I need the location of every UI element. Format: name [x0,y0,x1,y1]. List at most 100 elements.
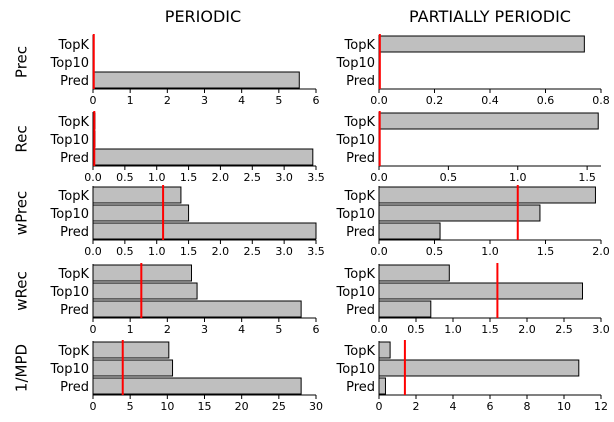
bar-top10 [378,204,541,222]
x-tick-label: 20 [235,400,249,413]
x-tick-label: 1.5 [481,323,499,336]
x-tick-label: 2.5 [244,171,262,184]
row-label-wrec: wRec [13,271,31,311]
x-tick-label: 3.0 [275,245,293,258]
category-label-top10: Top10 [50,362,89,377]
row-label-rec: Rec [13,125,31,152]
x-tick-label: 5 [275,323,282,336]
category-label-pred: Pred [60,74,89,89]
x-tick-label: 0.5 [440,171,458,184]
panel-wprec-partially-periodic: TopK Top10 Pred 0.0 0.5 1.0 1.5 2.0 [336,185,610,258]
x-tick-label: 1.5 [537,245,555,258]
x-tick-label: 3.0 [592,323,610,336]
category-label-pred: Pred [346,225,375,240]
x-tick-label: 2.0 [212,171,230,184]
x-tick-label: 12 [594,400,608,413]
column-title-partially-periodic: PARTIALLY PERIODIC [409,7,571,26]
x-tick-label: 2 [164,323,171,336]
x-tick-label: 0.0 [84,171,102,184]
bar-topk [378,186,596,204]
x-tick-label: 0.0 [370,94,388,107]
x-tick-label: 2.0 [518,323,536,336]
category-label-top10: Top10 [336,362,375,377]
x-tick-label: 10 [160,400,174,413]
category-label-top10: Top10 [336,207,375,222]
category-label-pred: Pred [60,303,89,318]
x-tick-label: 10 [557,400,571,413]
x-tick-label: 2.0 [592,245,610,258]
x-tick-label: 3 [201,323,208,336]
x-tick-label: 2.5 [244,245,262,258]
x-tick-label: 0.5 [407,323,425,336]
bar-pred [378,300,432,318]
category-label-pred: Pred [346,74,375,89]
x-tick-label: 15 [198,400,212,413]
x-tick-label: 1.0 [148,245,166,258]
x-tick-label: 0.0 [370,171,388,184]
row-label-wprec: wPrec [13,191,31,235]
row-label-1-mpd: 1/MPD [13,344,31,392]
x-tick-label: 1 [127,94,134,107]
x-tick-label: 0.4 [481,94,499,107]
x-tick-label: 0 [376,400,383,413]
category-label-topk: TopK [58,115,90,130]
x-tick-label: 1.5 [180,171,198,184]
x-tick-label: 2.5 [555,323,573,336]
x-tick-label: 1.0 [481,245,499,258]
x-tick-label: 0.0 [370,245,388,258]
x-tick-label: 3.0 [275,171,293,184]
x-tick-label: 30 [309,400,323,413]
bar-topk [378,264,450,282]
x-tick-label: 4 [238,323,245,336]
bar-top10 [92,204,190,222]
x-tick-label: 0.8 [592,94,610,107]
x-tick-label: 6 [487,400,494,413]
category-label-topk: TopK [58,267,90,282]
bar-pred [92,71,300,89]
x-tick-label: 1.0 [148,171,166,184]
category-label-topk: TopK [344,344,376,359]
x-tick-label: 0.5 [426,245,444,258]
category-label-topk: TopK [344,38,376,53]
x-tick-label: 0.5 [116,245,134,258]
x-tick-label: 0 [90,400,97,413]
bar-pred [92,222,317,240]
x-tick-label: 0 [90,94,97,107]
category-label-pred: Pred [60,225,89,240]
x-tick-label: 2 [413,400,420,413]
bar-top10 [378,282,583,300]
panel-wrec-partially-periodic: TopK Top10 Pred 0.0 0.5 1.0 1.5 2.0 2.5 3.0 [336,263,610,336]
x-tick-label: 4 [238,94,245,107]
x-tick-label: 1.5 [180,245,198,258]
x-tick-label: 3.5 [307,245,325,258]
x-tick-label: 6 [313,323,320,336]
category-label-topk: TopK [58,189,90,204]
x-tick-label: 1.0 [509,171,527,184]
bar-top10 [378,359,580,377]
category-label-pred: Pred [346,151,375,166]
bar-topk [378,112,599,130]
bar-top10 [92,359,174,377]
category-label-top10: Top10 [336,133,375,148]
column-title-periodic: PERIODIC [165,7,241,26]
category-label-topk: TopK [344,189,376,204]
x-tick-label: 0 [90,323,97,336]
category-label-top10: Top10 [50,207,89,222]
x-tick-label: 2.0 [212,245,230,258]
category-label-pred: Pred [346,303,375,318]
x-tick-label: 1 [127,323,134,336]
panel-rec-partially-periodic: TopK Top10 Pred 0.0 0.5 1.0 1.5 [336,111,601,184]
category-label-top10: Top10 [50,56,89,71]
category-label-topk: TopK [344,267,376,282]
category-label-top10: Top10 [336,285,375,300]
category-label-pred: Pred [60,151,89,166]
bar-topk [378,35,585,53]
x-tick-label: 1.5 [578,171,596,184]
x-tick-label: 0.6 [537,94,555,107]
category-label-topk: TopK [58,344,90,359]
